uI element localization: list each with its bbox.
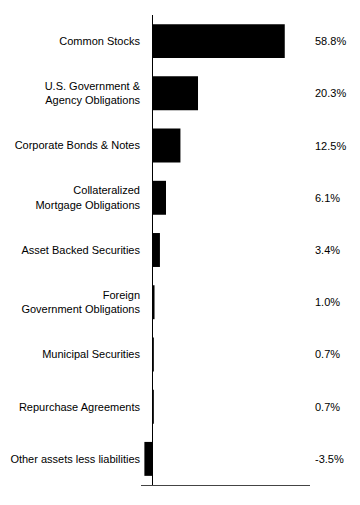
svg-text:U.S. Government &Agency Obliga: U.S. Government &Agency Obligations [45, 80, 141, 106]
svg-text:58.8%: 58.8% [315, 35, 346, 47]
svg-text:0.7%: 0.7% [315, 401, 340, 413]
svg-text:0.7%: 0.7% [315, 348, 340, 360]
svg-text:CollateralizedMortgage Obligat: CollateralizedMortgage Obligations [35, 184, 140, 210]
svg-text:12.5%: 12.5% [315, 140, 346, 152]
svg-text:Common Stocks: Common Stocks [59, 35, 140, 47]
svg-text:Repurchase Agreements: Repurchase Agreements [19, 401, 141, 413]
svg-text:1.0%: 1.0% [315, 296, 340, 308]
svg-text:Asset Backed Securities: Asset Backed Securities [21, 244, 140, 256]
svg-text:3.4%: 3.4% [315, 244, 340, 256]
svg-text:20.3%: 20.3% [315, 87, 346, 99]
svg-text:Other assets less liabilities: Other assets less liabilities [10, 453, 140, 465]
svg-text:6.1%: 6.1% [315, 192, 340, 204]
svg-text:ForeignGovernment Obligations: ForeignGovernment Obligations [21, 289, 140, 315]
svg-text:-3.5%: -3.5% [315, 453, 344, 465]
svg-text:Municipal Securities: Municipal Securities [42, 348, 140, 360]
svg-text:Corporate Bonds & Notes: Corporate Bonds & Notes [15, 139, 141, 151]
